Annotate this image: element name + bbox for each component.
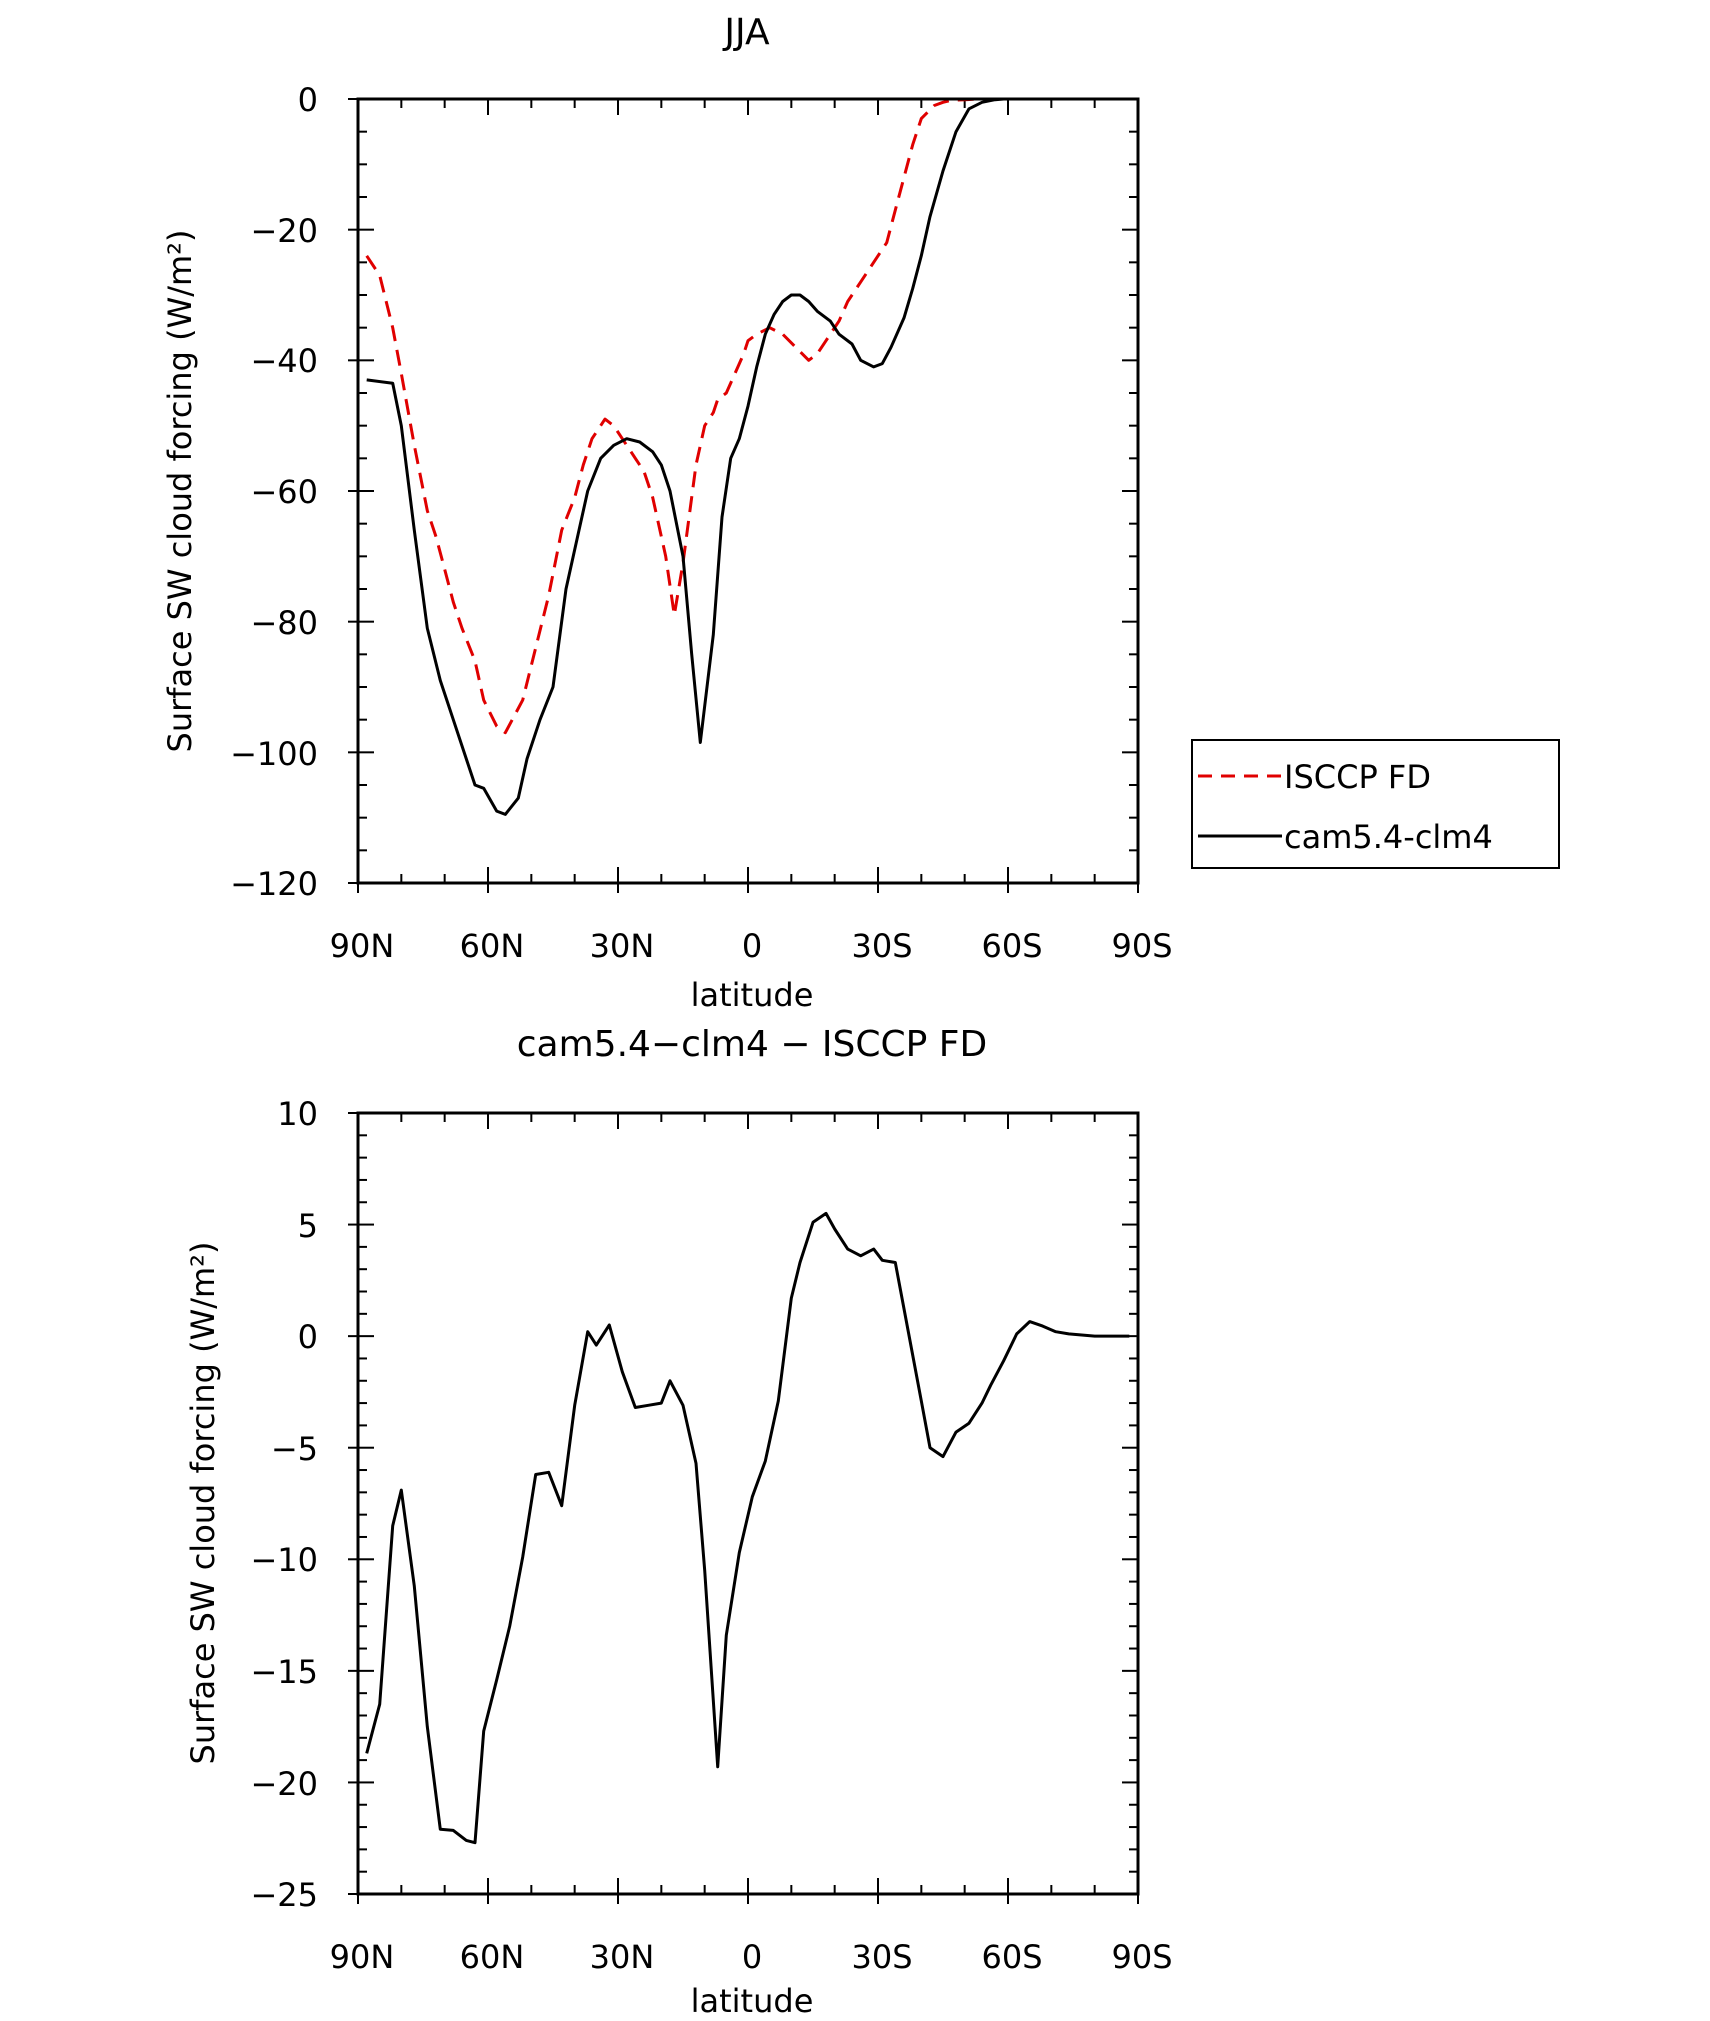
x-tick-label: 30S: [851, 1938, 912, 1976]
series-line: [365, 97, 1130, 735]
chart-bottom: cam5.4−clm4 − ISCCP FD 10 5 0 −5 −10 −15…: [184, 1024, 1173, 2020]
chart-bottom-y-tick-labels: 10 5 0 −5 −10 −15 −20 −25: [250, 1095, 318, 1914]
chart-top-frame: [356, 97, 1140, 885]
x-tick-label: 90S: [1111, 927, 1172, 965]
chart-bottom-y-axis-label: Surface SW cloud forcing (W/m²): [184, 1242, 222, 1765]
x-tick-label: 60S: [981, 1938, 1042, 1976]
y-tick-label: −40: [250, 342, 318, 380]
y-tick-label: 10: [277, 1095, 318, 1133]
chart-top-plot-area: [348, 97, 1140, 893]
chart-top-ticks: [348, 98, 1139, 893]
chart-top-y-axis-label: Surface SW cloud forcing (W/m²): [161, 230, 199, 753]
chart-top-x-tick-labels: 90N 60N 30N 0 30S 60S 90S: [330, 927, 1173, 965]
legend: ISCCP FD cam5.4-clm4: [1191, 739, 1560, 869]
chart-bottom-plot-area: [348, 1111, 1140, 1904]
y-tick-label: 0: [298, 81, 318, 119]
y-tick-label: −10: [250, 1541, 318, 1579]
x-tick-label: 90N: [330, 927, 395, 965]
chart-bottom-x-axis-label: latitude: [691, 1982, 814, 2020]
x-tick-label: 60N: [460, 927, 525, 965]
chart-top-y-tick-labels: 0 −20 −40 −60 −80 −100 −120: [230, 81, 318, 903]
y-tick-label: −25: [250, 1876, 318, 1914]
y-tick-label: −20: [250, 1765, 318, 1803]
y-tick-label: −60: [250, 473, 318, 511]
series-cam5-4-clm4: [366, 97, 1130, 816]
series-isccp-fd: [365, 97, 1130, 735]
chart-bottom-x-tick-labels: 90N 60N 30N 0 30S 60S 90S: [330, 1938, 1173, 1976]
chart-bottom-frame: [356, 1111, 1140, 1896]
series-difference: [365, 1211, 1130, 1845]
y-tick-label: −20: [250, 212, 318, 250]
x-tick-label: 90N: [330, 1938, 395, 1976]
x-tick-label: 60S: [981, 927, 1042, 965]
y-tick-label: −80: [250, 604, 318, 642]
chart-top: JJA 0 −20 −40 −60 −80 −100 −120 90N 60N …: [161, 12, 1560, 1014]
series-line: [365, 1211, 1130, 1845]
y-tick-label: −5: [271, 1430, 318, 1468]
series-line: [366, 97, 1130, 816]
y-tick-label: −15: [250, 1653, 318, 1691]
chart-top-x-axis-label: latitude: [691, 976, 814, 1014]
y-tick-label: −100: [230, 735, 318, 773]
x-tick-label: 0: [742, 927, 762, 965]
legend-label-isccp-fd: ISCCP FD: [1284, 758, 1431, 796]
y-tick-label: −120: [230, 865, 318, 903]
x-tick-label: 30S: [851, 927, 912, 965]
chart-bottom-title: cam5.4−clm4 − ISCCP FD: [517, 1024, 987, 1065]
chart-top-title: JJA: [722, 12, 770, 53]
y-tick-label: 5: [298, 1207, 318, 1245]
y-tick-label: 0: [298, 1318, 318, 1356]
legend-box: [1191, 739, 1560, 869]
x-tick-label: 30N: [590, 1938, 655, 1976]
x-tick-label: 30N: [590, 927, 655, 965]
x-tick-label: 60N: [460, 1938, 525, 1976]
x-tick-label: 90S: [1111, 1938, 1172, 1976]
legend-label-cam5-4-clm4: cam5.4-clm4: [1284, 818, 1493, 856]
chart-bottom-ticks: [348, 1112, 1139, 1904]
x-tick-label: 0: [742, 1938, 762, 1976]
